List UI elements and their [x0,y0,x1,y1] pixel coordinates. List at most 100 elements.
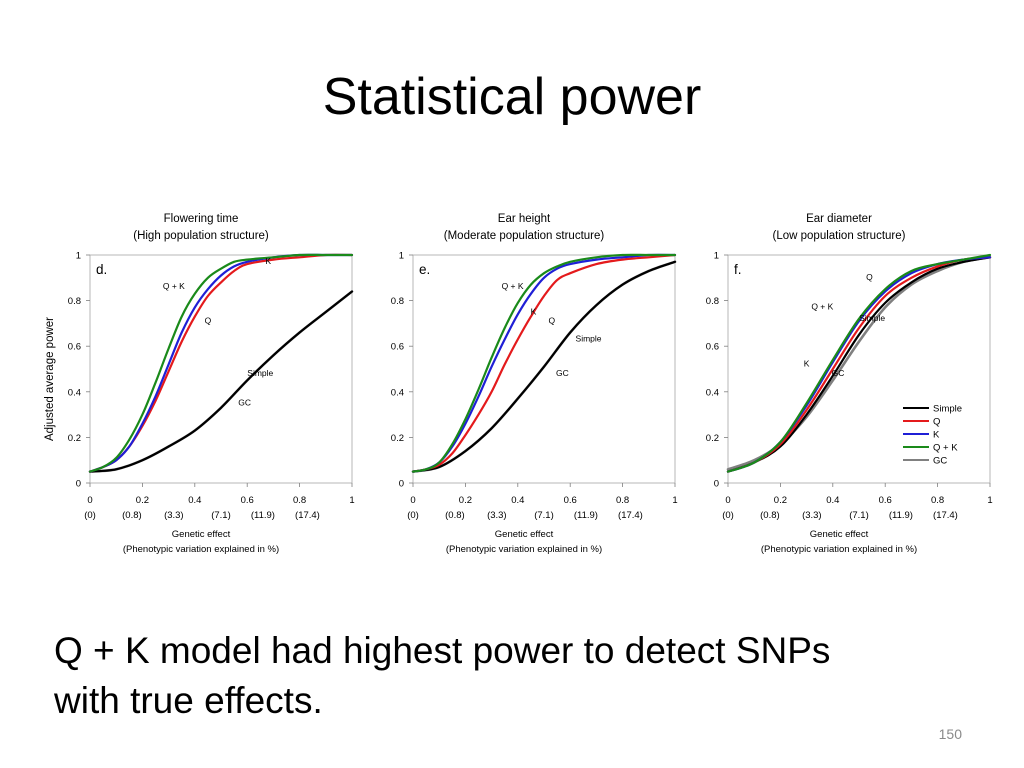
y-tick-label: 1 [76,251,81,262]
x-tick-sublabel: (7.1) [849,510,869,521]
legend-label: Simple [933,404,962,415]
x-tick-sublabel: (0) [84,510,96,521]
x-tick-label: 1 [349,495,354,506]
y-tick-label: 0.8 [706,296,719,307]
x-axis-sublabel: (Phenotypic variation explained in %) [761,544,917,555]
x-tick-sublabel: (3.3) [802,510,822,521]
y-tick-label: 0.2 [706,433,719,444]
series-line-q-k [411,253,677,473]
panel-label: d. [96,262,107,277]
panel-label: f. [734,262,742,277]
x-tick-sublabel: (3.3) [164,510,184,521]
series-line-q-k [726,253,992,473]
chart-subtitle: (Moderate population structure) [444,230,605,242]
chart-flowering-time: Flowering time (High population structure… [22,205,355,565]
curve-label: GC [238,397,251,407]
slide-title: Statistical power [322,68,702,126]
x-axis-label: Genetic effect [810,529,869,540]
x-tick-label: 0.8 [293,495,306,506]
curve-label: K [804,359,810,369]
page-number: 150 [938,726,962,742]
curve-label: GC [832,368,845,378]
x-tick-sublabel: (11.9) [251,510,275,521]
chart-title: Flowering time [164,213,239,225]
x-axis-label: Genetic effect [172,529,231,540]
series-line-q [726,256,992,473]
x-axis-label: Genetic effect [495,529,554,540]
x-tick-sublabel: (0.8) [122,510,142,521]
chart-svg: Ear height (Moderate population structure… [391,213,678,555]
y-tick-label: 0.4 [706,387,719,398]
x-tick-sublabel: (17.4) [933,510,958,521]
x-tick-sublabel: (7.1) [534,510,554,521]
x-tick-sublabel: (17.4) [618,510,643,521]
chart-svg: Flowering time (High population structure… [44,213,355,555]
y-axis-label: Adjusted average power [44,317,56,441]
curve-label: K [265,256,271,266]
curve-label: Simple [247,368,273,378]
x-tick-sublabel: (0) [722,510,734,521]
series-line-q [411,253,677,473]
curve-label: Q + K [811,302,833,312]
chart-subtitle: (High population structure) [133,230,269,242]
legend-label: Q + K [933,443,958,454]
series-line-simple [411,260,677,473]
plot-area [89,254,353,484]
x-tick-sublabel: (11.9) [574,510,598,521]
x-tick-sublabel: (3.3) [487,510,507,521]
x-tick-label: 0.8 [931,495,944,506]
series-line-k [411,253,677,473]
x-tick-label: 0.6 [879,495,892,506]
curve-label: Simple [859,313,885,323]
x-tick-label: 0 [87,495,92,506]
x-tick-label: 1 [987,495,992,506]
x-tick-label: 0.4 [826,495,839,506]
series-line-gc [726,256,992,471]
x-tick-sublabel: (0.8) [760,510,780,521]
chart-ear-diameter: Ear diameter (Low population structure) 0 0… [660,205,993,565]
legend-label: Q [933,417,940,428]
x-axis-sublabel: (Phenotypic variation explained in %) [446,544,602,555]
x-tick-sublabel: (17.4) [295,510,320,521]
x-tick-sublabel: (11.9) [889,510,913,521]
x-tick-label: 0.4 [188,495,201,506]
y-tick-label: 0 [76,479,81,490]
x-tick-label: 0.6 [241,495,254,506]
x-tick-label: 0.2 [136,495,149,506]
y-tick-label: 0 [399,479,404,490]
x-tick-label: 0 [725,495,730,506]
curve-label: Q [866,272,873,282]
y-tick-label: 0.4 [68,387,81,398]
x-tick-label: 0.2 [459,495,472,506]
curve-label: Q [549,315,556,325]
body-text-line-2: with true effects. [54,680,323,721]
curve-label: GC [556,368,569,378]
chart-subtitle: (Low population structure) [773,230,906,242]
series-line-simple [726,256,992,473]
body-text-line-1: Q + K model had highest power to detect … [54,630,831,671]
curve-label: Simple [576,334,602,344]
legend-label: K [933,430,940,441]
y-tick-label: 0.6 [706,342,719,353]
curve-label: K [531,306,537,316]
x-axis-sublabel: (Phenotypic variation explained in %) [123,544,279,555]
chart-ear-height: Ear height (Moderate population structure… [345,205,678,565]
x-tick-label: 0.4 [511,495,524,506]
plot-area [412,254,676,484]
panel-label: e. [419,262,430,277]
y-tick-label: 0.2 [391,433,404,444]
plot-area [727,254,991,484]
x-tick-label: 0.2 [774,495,787,506]
curve-label: Q + K [502,281,524,291]
y-tick-label: 0.2 [68,433,81,444]
y-tick-label: 0.8 [391,296,404,307]
body-text: Q + K model had highest power to detect … [54,626,974,726]
x-tick-sublabel: (0) [407,510,419,521]
y-tick-label: 1 [399,251,404,262]
y-tick-label: 0.4 [391,387,404,398]
y-tick-label: 0 [714,479,719,490]
legend-label: GC [933,456,947,467]
curve-label: Q [205,315,212,325]
y-tick-label: 0.6 [391,342,404,353]
x-tick-label: 1 [672,495,677,506]
